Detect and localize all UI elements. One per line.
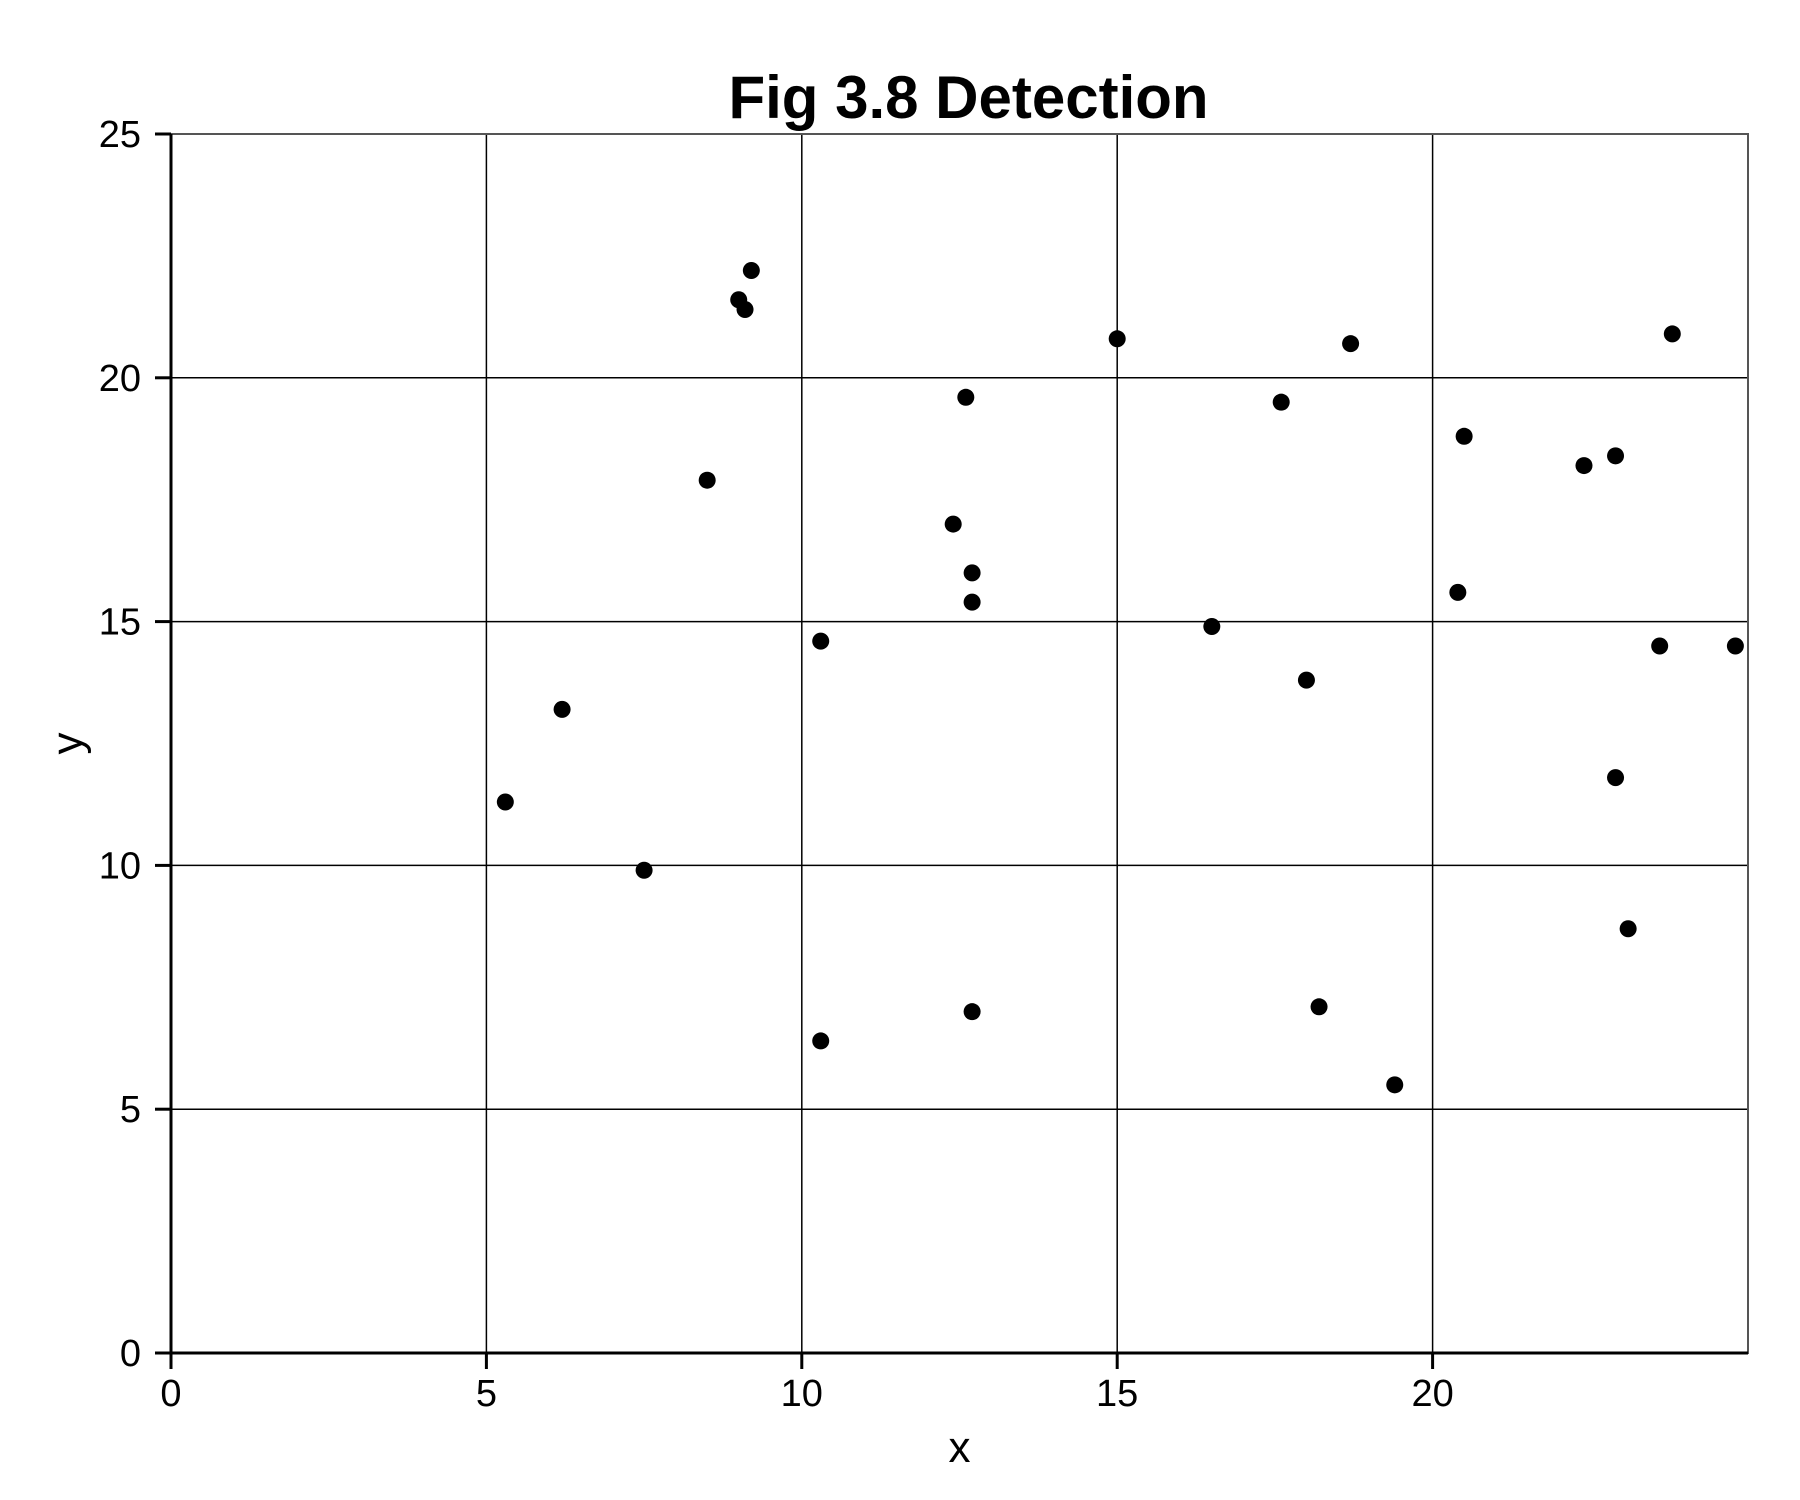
data-point	[1272, 393, 1290, 411]
data-point	[957, 388, 975, 406]
y-tick-label: 15	[99, 602, 141, 644]
x-tick-label: 15	[1096, 1373, 1138, 1415]
x-tick-label: 20	[1411, 1373, 1453, 1415]
data-point	[1108, 330, 1126, 348]
data-point	[1310, 998, 1328, 1016]
data-point	[635, 861, 653, 879]
chart-title: Fig 3.8 Detection	[728, 64, 1208, 131]
data-point	[742, 262, 760, 280]
data-point	[496, 793, 514, 811]
data-point	[553, 700, 571, 718]
plot-area-border	[170, 133, 1749, 1354]
data-point	[736, 301, 754, 319]
data-point	[1297, 671, 1315, 689]
data-point	[1607, 769, 1625, 787]
y-tick-label: 0	[120, 1333, 141, 1375]
data-points	[496, 262, 1744, 1094]
y-axis-label: y	[43, 733, 92, 755]
axes: 0 5 10 15 20 0 5 10 15 20 25	[99, 114, 1748, 1415]
y-tick-label: 20	[99, 358, 141, 400]
data-point	[1607, 447, 1625, 465]
grid-lines	[171, 134, 1748, 1353]
data-point	[812, 1032, 830, 1050]
data-point	[1663, 325, 1681, 343]
data-point	[963, 564, 981, 582]
x-axis-label: x	[949, 1423, 971, 1472]
data-point	[1455, 427, 1473, 445]
x-tick-label: 0	[160, 1373, 181, 1415]
y-tick-label: 5	[120, 1089, 141, 1131]
x-tick-label: 5	[476, 1373, 497, 1415]
x-tick-label: 10	[781, 1373, 823, 1415]
data-point	[1342, 335, 1360, 353]
data-point	[1386, 1076, 1404, 1094]
data-point	[812, 632, 830, 650]
data-point	[1449, 583, 1467, 601]
data-point	[1619, 920, 1637, 938]
data-point	[1651, 637, 1669, 655]
data-point	[698, 471, 716, 489]
data-point	[963, 1003, 981, 1021]
data-point	[944, 515, 962, 533]
y-tick-label: 25	[99, 114, 141, 156]
data-point	[1575, 457, 1593, 475]
data-point	[963, 593, 981, 611]
data-point	[1726, 637, 1744, 655]
y-tick-label: 10	[99, 845, 141, 887]
data-point	[1203, 617, 1221, 635]
